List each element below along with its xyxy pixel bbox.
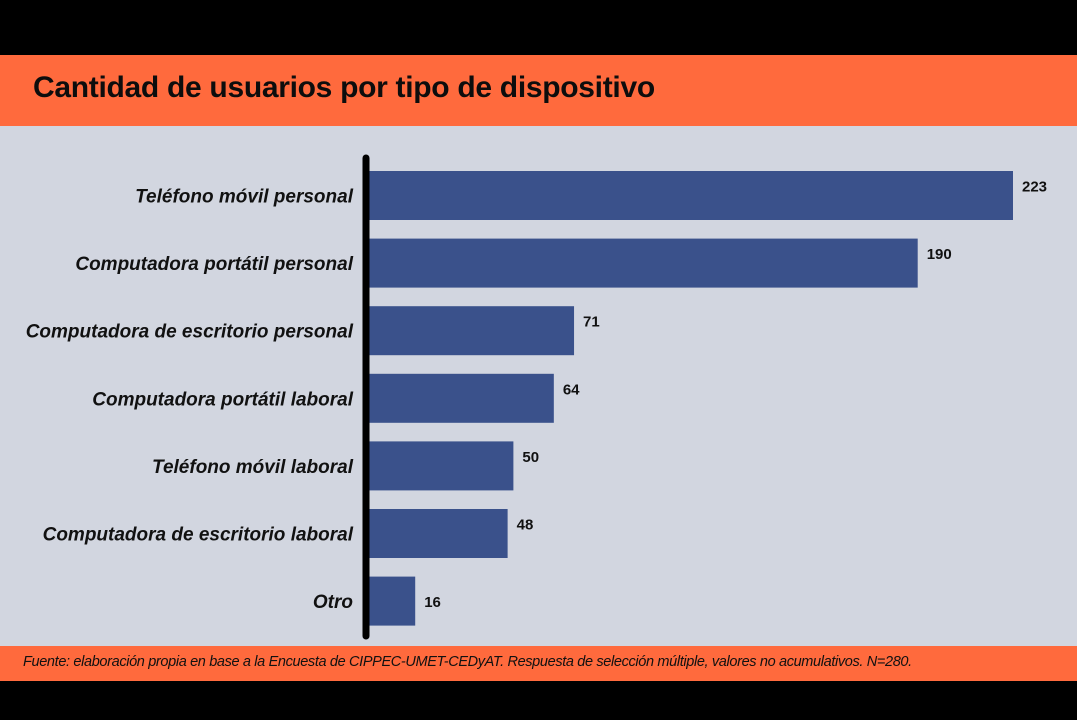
category-label: Teléfono móvil personal (135, 187, 354, 208)
value-label: 190 (927, 246, 952, 263)
bar (369, 509, 508, 558)
source-banner: Fuente: elaboración propia en base a la … (0, 646, 1077, 681)
category-label: Computadora portátil personal (75, 254, 353, 275)
value-label: 64 (563, 381, 580, 398)
category-label: Teléfono móvil laboral (152, 457, 354, 478)
bar-chart: Teléfono móvil personal 223 Computadora po… (26, 154, 1047, 640)
chart-title: Cantidad de usuarios por tipo de disposi… (33, 71, 655, 104)
value-label: 223 (1022, 179, 1047, 196)
category-label: Computadora de escritorio personal (26, 322, 354, 343)
bar (369, 441, 514, 491)
value-label: 48 (517, 517, 534, 534)
value-label: 50 (522, 449, 539, 466)
title-banner: Cantidad de usuarios por tipo de disposi… (0, 55, 1077, 126)
bar (369, 171, 1013, 220)
value-label: 16 (424, 594, 441, 611)
bar (369, 238, 918, 288)
category-label: Computadora de escritorio laboral (43, 525, 354, 546)
bar (369, 306, 575, 356)
category-label: Otro (313, 592, 353, 613)
value-label: 71 (583, 314, 600, 331)
source-note: Fuente: elaboración propia en base a la … (23, 654, 912, 670)
category-label: Computadora portátil laboral (92, 389, 353, 410)
bar (369, 373, 554, 423)
bar (369, 576, 416, 626)
plot-area: Teléfono móvil personal 223 Computadora po… (0, 126, 1077, 646)
